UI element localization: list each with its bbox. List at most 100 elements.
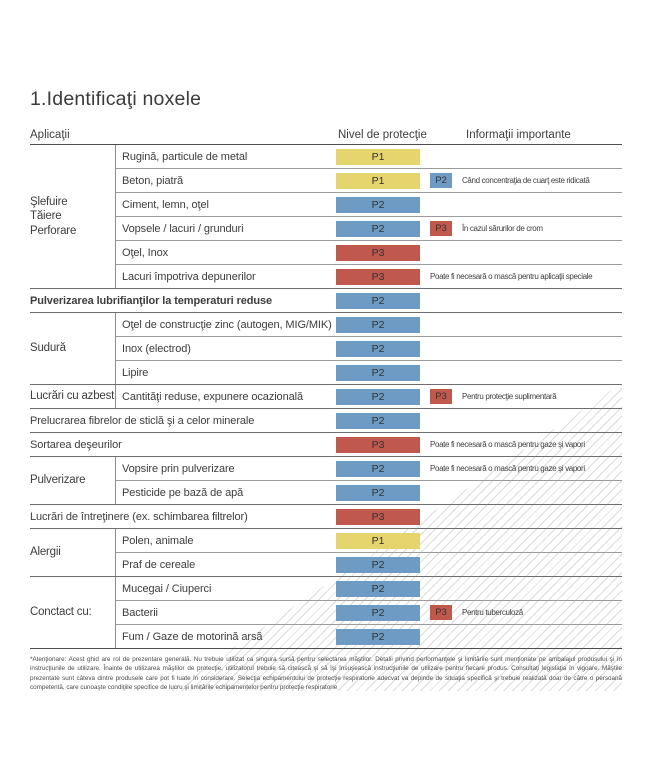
protection-bar: P1: [336, 148, 420, 165]
protection-bar: P1: [336, 172, 420, 189]
table-row: Bacterii P2 P3 Pentru tuberculoză: [116, 600, 622, 624]
row-label: Lucrări de întreţinere (ex. schimbarea f…: [30, 510, 248, 523]
group-rows: Rugină, particule de metal P1 Beton, pia…: [115, 145, 622, 288]
protection-bar: P2: [336, 196, 420, 213]
row-bars: P2 P3 În cazul sărurilor de crom: [336, 220, 622, 237]
group-rows: Pulverizarea lubrifianţilor la temperatu…: [30, 289, 622, 312]
protection-bar: P3: [336, 508, 420, 525]
row-label: Cantităţi reduse, expunere ocazională: [122, 390, 303, 403]
table-row: Mucegai / Ciuperci P2: [116, 577, 622, 600]
row-label: Bacterii: [122, 606, 158, 619]
group-rows: Vopsire prin pulverizare P2 Poate fi nec…: [115, 457, 622, 504]
protection-badge: P3: [430, 605, 452, 620]
table-row: Beton, piatră P1 P2 Când concentraţia de…: [116, 168, 622, 192]
row-info: În cazul sărurilor de crom: [462, 224, 543, 233]
section-lubricant-spraying: Pulverizarea lubrifianţilor la temperatu…: [30, 288, 622, 312]
section-welding: Sudură Oţel de construcţie zinc (autogen…: [30, 312, 622, 384]
table-header: Aplicaţii Nivel de protecţie Informaţii …: [30, 127, 622, 145]
row-label: Inox (electrod): [122, 342, 191, 355]
table-row: Ciment, lemn, oţel P2: [116, 192, 622, 216]
row-label: Mucegai / Ciuperci: [122, 582, 212, 595]
protection-bar: P3: [336, 268, 420, 285]
table-body: Şlefuire Tăiere Perforare Rugină, partic…: [30, 145, 622, 649]
section-grinding-cutting-drilling: Şlefuire Tăiere Perforare Rugină, partic…: [30, 145, 622, 288]
table-row: Lipire P2: [116, 360, 622, 384]
group-label: Alergii: [30, 546, 61, 559]
table-row: Oţel de construcţie zinc (autogen, MIG/M…: [116, 313, 622, 336]
table-row: Pesticide pe bază de apă P2: [116, 480, 622, 504]
section-glass-mineral-fibers: Prelucrarea fibrelor de sticlă şi a celo…: [30, 408, 622, 432]
protection-bar: P2: [336, 412, 420, 429]
row-bars: P1 P2 Când concentraţia de cuarţ este ri…: [336, 172, 622, 189]
table-row: Prelucrarea fibrelor de sticlă şi a celo…: [30, 409, 622, 432]
row-bars: P2: [336, 292, 622, 309]
section-asbestos-work: Lucrări cu azbest Cantităţi reduse, expu…: [30, 384, 622, 408]
row-label: Pesticide pe bază de apă: [122, 486, 244, 499]
column-header-protection-level: Nivel de protecţie: [338, 129, 427, 141]
group-rows: Prelucrarea fibrelor de sticlă şi a celo…: [30, 409, 622, 432]
row-bars: P2: [336, 316, 622, 333]
section-waste-sorting: Sortarea deşeurilor P3 Poate fi necesară…: [30, 432, 622, 456]
row-label: Vopsele / lacuri / grunduri: [122, 222, 244, 235]
row-label: Oţel, Inox: [122, 246, 169, 259]
row-bars: P2: [336, 484, 622, 501]
group-rows: Sortarea deşeurilor P3 Poate fi necesară…: [30, 433, 622, 456]
protection-badge: P3: [430, 221, 452, 236]
protection-bar: P2: [336, 316, 420, 333]
protection-bar: P2: [336, 580, 420, 597]
protection-bar: P2: [336, 628, 420, 645]
protection-bar: P2: [336, 388, 420, 405]
row-bars: P1: [336, 148, 622, 165]
group-label: Pulverizare: [30, 474, 86, 487]
row-bars: P2: [336, 412, 622, 429]
row-label: Vopsire prin pulverizare: [122, 462, 235, 475]
row-bars: P3 Poate fi necesară o mască pentru gaze…: [336, 436, 622, 453]
table-row: Oţel, Inox P3: [116, 240, 622, 264]
protection-bar: P2: [336, 364, 420, 381]
group-rows: Mucegai / Ciuperci P2 Bacterii P2 P3 Pen…: [115, 577, 622, 648]
protection-bar: P2: [336, 340, 420, 357]
table-row: Sortarea deşeurilor P3 Poate fi necesară…: [30, 433, 622, 456]
table-row: Fum / Gaze de motorină arsă P2: [116, 624, 622, 648]
group-label: Lucrări cu azbest: [30, 390, 115, 403]
row-bars: P2: [336, 340, 622, 357]
row-bars: P2 Poate fi necesară o mască pentru gaze…: [336, 460, 622, 477]
protection-bar: P2: [336, 556, 420, 573]
table-row: Lacuri împotriva depunerilor P3 Poate fi…: [116, 264, 622, 288]
row-bars: P2: [336, 364, 622, 381]
group-label: Conctact cu:: [30, 606, 92, 619]
protection-bar: P2: [336, 484, 420, 501]
group-label: Sudură: [30, 342, 66, 355]
protection-bar: P3: [336, 436, 420, 453]
row-label: Fum / Gaze de motorină arsă: [122, 630, 263, 643]
table-row: Praf de cereale P2: [116, 552, 622, 576]
protection-badge: P3: [430, 389, 452, 404]
row-bars: P3 Poate fi necesară o mască pentru apli…: [336, 268, 622, 285]
row-label: Oţel de construcţie zinc (autogen, MIG/M…: [122, 318, 332, 331]
row-bars: P2: [336, 196, 622, 213]
row-bars: P2 P3 Pentru tuberculoză: [336, 604, 622, 621]
protection-badge: P2: [430, 173, 452, 188]
table-row: Inox (electrod) P2: [116, 336, 622, 360]
group-rows: Oţel de construcţie zinc (autogen, MIG/M…: [115, 313, 622, 384]
protection-bar: P1: [336, 532, 420, 549]
table-row: Pulverizarea lubrifianţilor la temperatu…: [30, 289, 622, 312]
protection-bar: P3: [336, 244, 420, 261]
row-info: Când concentraţia de cuarţ este ridicată: [462, 176, 590, 185]
row-bars: P3: [336, 508, 622, 525]
row-bars: P2: [336, 628, 622, 645]
protection-bar: P2: [336, 292, 420, 309]
table-row: Cantităţi reduse, expunere ocazională P2…: [116, 385, 622, 408]
row-bars: P2: [336, 580, 622, 597]
table-row: Lucrări de întreţinere (ex. schimbarea f…: [30, 505, 622, 528]
row-label: Pulverizarea lubrifianţilor la temperatu…: [30, 294, 273, 307]
page-title: 1.Identificaţi noxele: [30, 88, 202, 110]
row-label: Rugină, particule de metal: [122, 150, 248, 163]
row-info: Pentru protecţie suplimentară: [462, 392, 557, 401]
group-rows: Cantităţi reduse, expunere ocazională P2…: [115, 385, 622, 408]
row-label: Ciment, lemn, oţel: [122, 198, 209, 211]
row-bars: P1: [336, 532, 622, 549]
column-header-applications: Aplicaţii: [30, 129, 70, 141]
row-bars: P2: [336, 556, 622, 573]
row-info: Poate fi necesară o mască pentru gaze şi…: [430, 464, 585, 473]
